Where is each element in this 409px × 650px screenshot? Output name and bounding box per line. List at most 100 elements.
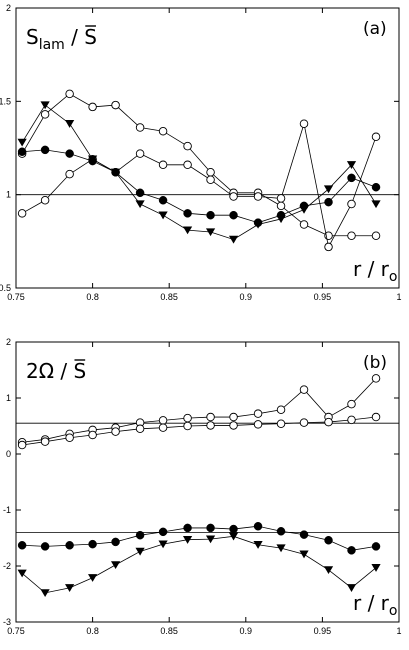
data-point-open-circle (135, 149, 145, 158)
y-axis-label-sbar: S (73, 359, 86, 383)
x-tick-label: 1 (396, 292, 401, 302)
data-point-open-circle (65, 169, 74, 179)
data-point-open-circle (324, 242, 333, 252)
data-point-open-circle (299, 119, 309, 128)
data-point-open-circle (111, 427, 120, 436)
data-point-filled-circle (229, 210, 238, 220)
series-line-0 (22, 378, 377, 443)
plot-frame (15, 7, 400, 289)
y-tick-label: 1.5 (0, 96, 11, 106)
x-tick-label: 0.85 (160, 292, 178, 302)
data-point-filled-triangle (40, 101, 50, 110)
data-point-filled-circle (347, 546, 356, 555)
data-point-open-circle (88, 430, 97, 440)
series-line-1 (21, 123, 377, 249)
data-point-filled-circle (158, 196, 168, 205)
x-tick-label: 0.8 (86, 292, 99, 302)
data-point-open-circle (17, 209, 27, 218)
data-point-open-circle (206, 412, 215, 422)
data-point-filled-triangle (17, 138, 27, 147)
data-point-filled-triangle (17, 569, 27, 578)
y-tick-label: -1 (3, 505, 11, 515)
data-point-open-circle (229, 192, 238, 201)
data-point-filled-triangle (65, 584, 75, 592)
x-axis-label: r / ro (353, 591, 397, 619)
data-point-filled-triangle (182, 226, 193, 235)
data-point-filled-triangle (371, 200, 381, 209)
x-axis-label: r / ro (353, 257, 397, 285)
data-point-open-circle (299, 385, 309, 394)
data-point-open-circle (135, 424, 145, 434)
data-point-filled-circle (206, 523, 215, 533)
data-point-filled-triangle (205, 228, 216, 237)
x-tick-label: 0.85 (160, 626, 178, 636)
data-point-filled-triangle (228, 235, 239, 244)
x-tick-label: 0.8 (86, 626, 99, 636)
data-point-open-circle (206, 421, 215, 430)
data-point-open-circle (183, 421, 192, 431)
data-point-open-circle (371, 231, 381, 240)
data-point-filled-triangle (346, 584, 357, 592)
data-point-open-circle (65, 433, 74, 443)
data-point-filled-circle (183, 209, 192, 218)
panel-label: (b) (363, 353, 387, 373)
data-point-open-circle (40, 110, 50, 119)
data-point-filled-triangle (299, 550, 309, 559)
data-point-open-circle (158, 160, 168, 170)
data-point-open-circle (253, 192, 263, 201)
y-axis-label-sbar: S (84, 25, 97, 49)
data-point-open-circle (371, 374, 381, 383)
data-point-open-circle (40, 437, 50, 446)
data-point-filled-circle (324, 197, 333, 207)
panel-label: (a) (363, 19, 387, 39)
data-point-filled-circle (158, 527, 168, 537)
data-point-filled-circle (135, 188, 145, 198)
y-tick-label: 2 (6, 337, 11, 347)
data-point-filled-triangle (228, 532, 239, 541)
data-point-filled-triangle (323, 566, 334, 575)
x-axis-label-main: r / r (353, 591, 390, 615)
data-point-filled-triangle (323, 185, 334, 194)
data-point-open-circle (111, 100, 120, 110)
data-point-filled-triangle (276, 544, 286, 553)
series-line-3 (21, 104, 377, 240)
data-point-open-circle (17, 440, 27, 450)
x-tick-label: 0.75 (7, 292, 25, 302)
panel-a: 0.75 0.8 0.85 0.9 0.95 10.511.52(a)Slam / Sr … (0, 3, 402, 302)
data-point-filled-circle (65, 149, 74, 158)
data-point-open-circle (276, 194, 286, 203)
data-point-filled-triangle (135, 547, 145, 556)
y-tick-label: 1 (6, 393, 11, 403)
data-point-open-circle (183, 141, 192, 151)
data-point-filled-circle (40, 145, 50, 155)
data-point-filled-circle (17, 541, 27, 550)
data-point-open-circle (347, 231, 356, 240)
x-tick-label: 1 (396, 626, 401, 636)
data-point-filled-triangle (88, 574, 98, 582)
data-point-filled-triangle (88, 155, 98, 164)
data-point-filled-circle (299, 530, 309, 539)
data-point-filled-circle (135, 530, 145, 540)
data-point-filled-circle (111, 537, 120, 547)
data-point-open-circle (347, 399, 356, 409)
x-axis-label-subscript: o (389, 603, 398, 619)
data-point-filled-triangle (135, 200, 145, 209)
data-point-filled-circle (253, 521, 263, 531)
x-tick-label: 0.75 (7, 626, 25, 636)
data-point-filled-circle (324, 535, 333, 545)
y-tick-label: 0.5 (0, 283, 11, 293)
data-point-open-circle (347, 415, 356, 425)
data-point-filled-triangle (158, 211, 168, 220)
data-point-open-circle (40, 196, 50, 205)
data-point-open-circle (183, 413, 192, 423)
data-point-filled-triangle (110, 168, 121, 177)
data-point-filled-circle (65, 541, 74, 550)
data-point-filled-triangle (182, 536, 193, 544)
data-point-open-circle (229, 412, 238, 422)
data-point-filled-circle (183, 523, 192, 533)
data-point-open-circle (324, 417, 333, 427)
x-axis-label-main: r / r (353, 257, 390, 281)
x-tick-label: 0.95 (314, 626, 332, 636)
